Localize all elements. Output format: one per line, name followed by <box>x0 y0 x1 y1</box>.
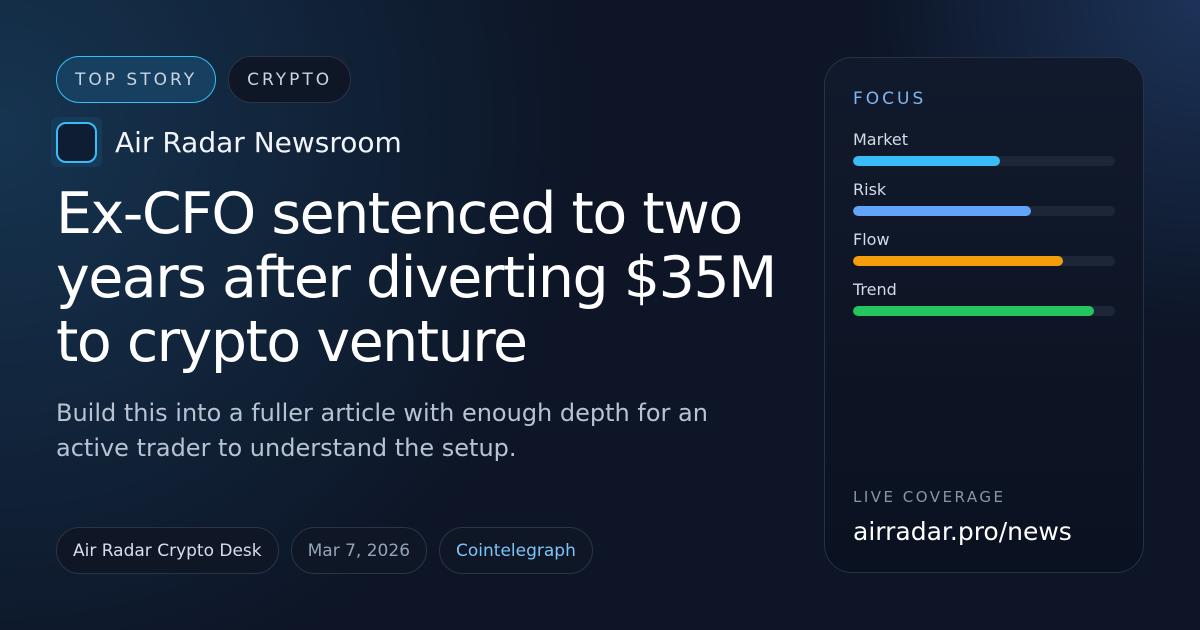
focus-bar-label: Risk <box>853 180 887 199</box>
tag-list: TOP STORY CRYPTO <box>56 56 352 103</box>
focus-bars: Market Risk Flow Trend <box>853 130 1115 330</box>
focus-bar-risk: Risk <box>853 180 1115 230</box>
focus-bar-track <box>853 206 1115 216</box>
focus-bar-track <box>853 156 1115 166</box>
headline: Ex-CFO sentenced to two years after dive… <box>56 181 777 375</box>
focus-bar-track <box>853 306 1115 316</box>
date-chip: Mar 7, 2026 <box>290 527 428 574</box>
meta-chips: Air Radar Crypto Desk Mar 7, 2026 Cointe… <box>56 527 593 574</box>
brand: Air Radar Newsroom <box>51 117 402 167</box>
focus-bar-label: Trend <box>853 280 897 299</box>
focus-card: FOCUS Market Risk Flow Trend LIVE COVERAGE … <box>824 57 1144 573</box>
focus-bar-fill <box>853 156 1000 166</box>
focus-bar-track <box>853 256 1115 266</box>
focus-bar-trend: Trend <box>853 280 1115 330</box>
focus-bar-fill <box>853 256 1063 266</box>
tag-top-story[interactable]: TOP STORY <box>56 56 217 103</box>
focus-title: FOCUS <box>853 89 927 109</box>
live-coverage-label: LIVE COVERAGE <box>853 488 1006 506</box>
focus-bar-flow: Flow <box>853 230 1115 280</box>
coverage-url[interactable]: airradar.pro/news <box>853 517 1072 546</box>
desk-chip: Air Radar Crypto Desk <box>56 527 279 574</box>
focus-bar-label: Market <box>853 130 908 149</box>
tag-crypto[interactable]: CRYPTO <box>228 56 352 103</box>
brand-name: Air Radar Newsroom <box>115 125 402 159</box>
source-link[interactable]: Cointelegraph <box>439 527 593 574</box>
focus-bar-fill <box>853 206 1032 216</box>
focus-bar-fill <box>853 306 1095 316</box>
focus-bar-market: Market <box>853 130 1115 180</box>
subtitle: Build this into a fuller article with en… <box>56 399 708 462</box>
focus-bar-label: Flow <box>853 230 890 249</box>
radar-logo-icon <box>51 117 102 167</box>
